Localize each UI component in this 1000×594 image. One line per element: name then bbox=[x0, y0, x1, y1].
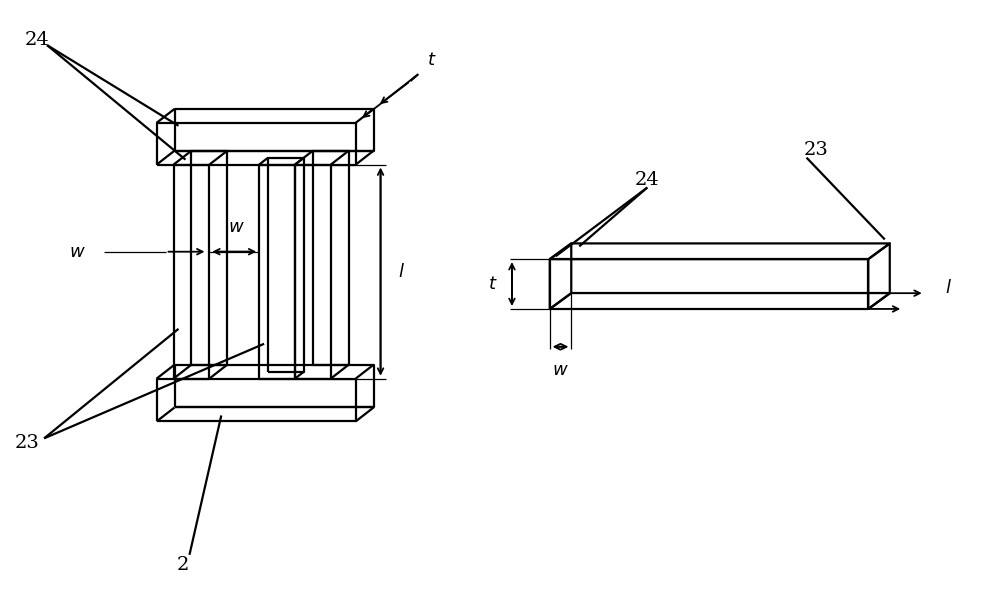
Text: $t$: $t$ bbox=[488, 275, 498, 293]
Text: 2: 2 bbox=[177, 556, 189, 574]
Text: $l$: $l$ bbox=[398, 263, 405, 280]
Text: $w$: $w$ bbox=[228, 218, 245, 236]
Text: $w$: $w$ bbox=[69, 243, 86, 261]
Text: 23: 23 bbox=[14, 434, 39, 452]
Text: 24: 24 bbox=[634, 170, 659, 188]
Text: $t$: $t$ bbox=[427, 51, 437, 69]
Text: 23: 23 bbox=[804, 141, 828, 159]
Text: $w$: $w$ bbox=[552, 361, 569, 379]
Text: $l$: $l$ bbox=[945, 279, 951, 297]
Text: 24: 24 bbox=[24, 31, 49, 49]
